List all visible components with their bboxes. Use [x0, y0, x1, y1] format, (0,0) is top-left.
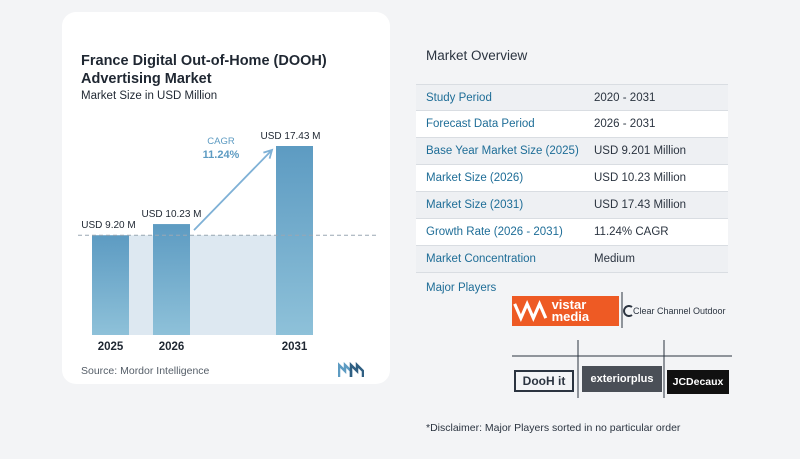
clear-channel-text: Clear Channel Outdoor [633, 306, 726, 316]
overview-row-value: 2020 - 2031 [594, 91, 656, 104]
players-grid-lines [512, 292, 732, 398]
data-label: USD 9.20 M [81, 220, 135, 231]
x-tick-label: 2026 [159, 341, 185, 353]
exterior-plus-logo: exteriorplus [582, 366, 662, 392]
bar-2025 [92, 235, 129, 335]
overview-row-value: USD 10.23 Million [594, 172, 687, 184]
overview-row-label: Base Year Market Size (2025) [426, 145, 579, 157]
overview-row-value: 2026 - 2031 [594, 118, 656, 130]
overview-row-label: Study Period [426, 91, 492, 104]
bar-chart: USD 9.20 M USD 10.23 M USD 17.43 M 2025 2026… [78, 131, 376, 353]
x-tick-label: 2031 [282, 341, 308, 353]
overview-row-value: USD 9.201 Million [594, 145, 687, 157]
market-overview-panel: Market Overview Study Period 2020 - 2031 F… [416, 36, 796, 446]
overview-row: Forecast Data Period 2026 - 2031 [416, 111, 728, 138]
bar-2031 [276, 146, 313, 335]
data-label: USD 10.23 M [141, 209, 201, 220]
cagr-arrow [193, 149, 273, 231]
clear-channel-logo: Clear Channel Outdoor [621, 302, 733, 320]
overview-row-label: Market Size (2026) [426, 172, 524, 184]
data-label: USD 17.43 M [260, 131, 320, 142]
players-title: Major Players [426, 282, 497, 294]
growth-band [129, 235, 276, 335]
players-logos: vistar media Clear Channel Outdoor DooH … [512, 288, 732, 398]
overview-row: Market Concentration Medium [416, 246, 728, 273]
overview-title: Market Overview [426, 48, 528, 63]
overview-row-label: Market Concentration [426, 253, 536, 265]
overview-row: Market Size (2031) USD 17.43 Million [416, 192, 728, 219]
overview-row-value: Medium [594, 253, 635, 265]
jcdecaux-logo: JCDecaux [667, 370, 729, 394]
cagr-arrowhead [263, 148, 274, 159]
vistar-mark-icon [513, 300, 548, 322]
x-tick-label: 2025 [98, 341, 124, 353]
overview-row-label: Market Size (2031) [426, 199, 524, 211]
source-text: Source: Mordor Intelligence [81, 365, 210, 377]
overview-row: Market Size (2026) USD 10.23 Million [416, 165, 728, 192]
clear-channel-mark-icon [623, 305, 633, 317]
chart-card: France Digital Out-of-Home (DOOH) Advert… [62, 12, 390, 384]
mordor-logo-icon [338, 362, 364, 377]
overview-row-label: Forecast Data Period [426, 118, 535, 130]
overview-row-value: USD 17.43 Million [594, 199, 687, 211]
overview-table: Study Period 2020 - 2031 Forecast Data Per… [416, 84, 728, 273]
disclaimer: *Disclaimer: Major Players sorted in no … [426, 422, 681, 434]
overview-row: Base Year Market Size (2025) USD 9.201 Mi… [416, 138, 728, 165]
overview-row: Study Period 2020 - 2031 [416, 84, 728, 111]
overview-row-label: Growth Rate (2026 - 2031) [426, 226, 563, 238]
overview-row: Growth Rate (2026 - 2031) 11.24% CAGR [416, 219, 728, 246]
chart-title: France Digital Out-of-Home (DOOH) Advert… [81, 53, 327, 87]
dooh-it-logo: DooH it [514, 370, 574, 392]
chart-subtitle: Market Size in USD Million [81, 90, 218, 102]
vistar-media-logo: vistar media [512, 296, 619, 326]
cagr-label: CAGR [207, 136, 235, 147]
cagr-value: 11.24% [203, 149, 240, 161]
overview-row-value: 11.24% CAGR [594, 226, 669, 238]
bar-2026 [153, 224, 190, 335]
vistar-logo-text: vistar media [551, 297, 590, 324]
